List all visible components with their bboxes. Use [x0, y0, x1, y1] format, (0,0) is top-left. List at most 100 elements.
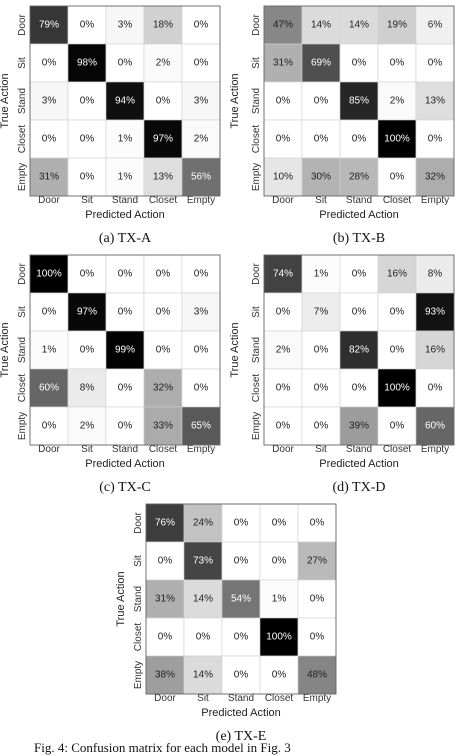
- x-tick-label: Sit: [81, 195, 93, 206]
- matrix-cell: [143, 119, 183, 159]
- matrix-frame: [145, 503, 337, 695]
- y-tick-label: Door: [251, 262, 262, 284]
- subfigure-caption: (c) TX-C: [99, 480, 150, 495]
- cell-value-label: 0%: [118, 421, 133, 432]
- cell-value-label: 0%: [234, 670, 249, 681]
- cell-value-label: 0%: [118, 269, 133, 280]
- figure-caption: Fig. 4: Confusion matrix for each model …: [34, 740, 291, 755]
- matrix-cell: [181, 292, 221, 332]
- cell-value-label: 2%: [80, 421, 95, 432]
- cell-value-label: 1%: [118, 172, 133, 183]
- matrix-cell: [263, 368, 303, 408]
- cell-value-label: 0%: [276, 134, 291, 145]
- cell-value-label: 1%: [314, 269, 329, 280]
- matrix-cell: [145, 655, 185, 695]
- cell-value-label: 10%: [273, 172, 293, 183]
- matrix-cell: [67, 81, 107, 121]
- x-tick-label: Stand: [228, 693, 254, 704]
- x-tick-label: Door: [154, 693, 176, 704]
- x-tick-label: Door: [38, 444, 60, 455]
- cell-value-label: 0%: [276, 96, 291, 107]
- matrix-cell: [67, 406, 107, 446]
- cell-value-label: 0%: [310, 594, 325, 605]
- y-tick-label: Closet: [133, 623, 144, 652]
- cell-value-label: 54%: [231, 594, 251, 605]
- cell-value-label: 0%: [234, 632, 249, 643]
- cell-value-label: 8%: [80, 383, 95, 394]
- cell-value-label: 0%: [42, 134, 57, 145]
- matrix-cell: [415, 330, 455, 370]
- cell-value-label: 0%: [118, 383, 133, 394]
- x-tick-label: Door: [272, 444, 294, 455]
- subfigure-caption: (b) TX-B: [333, 231, 385, 246]
- cell-value-label: 0%: [194, 345, 209, 356]
- cell-value-label: 97%: [153, 134, 173, 145]
- y-tick-label: Empty: [251, 412, 262, 440]
- cell-value-label: 97%: [77, 307, 97, 318]
- cell-value-label: 14%: [349, 20, 369, 31]
- matrix-cell: [339, 254, 379, 294]
- matrix-cell: [221, 655, 261, 695]
- matrix-cell: [29, 5, 69, 45]
- matrix-cell: [377, 5, 417, 45]
- matrix-cell: [181, 254, 221, 294]
- matrix-cell: [143, 368, 183, 408]
- x-tick-label: Empty: [303, 693, 331, 704]
- cell-value-label: 0%: [314, 96, 329, 107]
- matrix-cell: [221, 617, 261, 657]
- y-tick-label: Sit: [251, 306, 262, 318]
- cell-value-label: 0%: [234, 518, 249, 529]
- cell-value-label: 0%: [80, 20, 95, 31]
- matrix-cell: [297, 579, 337, 619]
- cell-value-label: 0%: [194, 269, 209, 280]
- matrix-cell: [67, 5, 107, 45]
- y-axis-title: True Action: [229, 73, 241, 128]
- x-tick-label: Empty: [187, 444, 215, 455]
- matrix-cell: [301, 43, 341, 83]
- y-tick-label: Closet: [251, 374, 262, 403]
- matrix-cell: [105, 43, 145, 83]
- y-axis-title: True Action: [229, 322, 241, 377]
- confusion-matrix-0: 79% 0% 3% 18% 0% 0% 98% 0% 2% 0% 3% 0% 94% 0% 3% 0% 0% 1%…: [0, 5, 221, 246]
- matrix-cell: [181, 157, 221, 197]
- matrix-cell: [183, 503, 223, 543]
- cell-value-label: 0%: [234, 556, 249, 567]
- matrix-frame: [263, 254, 455, 446]
- matrix-cell: [29, 292, 69, 332]
- matrix-cell: [29, 330, 69, 370]
- cell-value-label: 28%: [349, 172, 369, 183]
- matrix-cell: [29, 406, 69, 446]
- y-tick-label: Empty: [133, 661, 144, 689]
- x-tick-label: Closet: [149, 195, 178, 206]
- cell-value-label: 13%: [425, 96, 445, 107]
- cell-value-label: 1%: [42, 345, 57, 356]
- cell-value-label: 0%: [42, 421, 57, 432]
- matrix-cell: [183, 617, 223, 657]
- x-tick-label: Sit: [315, 444, 327, 455]
- cell-value-label: 0%: [276, 421, 291, 432]
- cell-value-label: 8%: [428, 269, 443, 280]
- matrix-cell: [377, 368, 417, 408]
- matrix-cell: [415, 157, 455, 197]
- y-tick-label: Closet: [17, 125, 28, 154]
- matrix-cell: [67, 292, 107, 332]
- cell-value-label: 0%: [158, 556, 173, 567]
- cell-value-label: 0%: [42, 307, 57, 318]
- matrix-cell: [143, 5, 183, 45]
- cell-value-label: 14%: [311, 20, 331, 31]
- x-axis-title: Predicted Action: [85, 209, 165, 221]
- y-tick-label: Door: [251, 13, 262, 35]
- x-tick-label: Door: [38, 195, 60, 206]
- y-tick-label: Sit: [17, 57, 28, 69]
- y-tick-label: Stand: [17, 337, 28, 363]
- cell-value-label: 0%: [156, 345, 171, 356]
- cell-value-label: 0%: [352, 307, 367, 318]
- x-axis-title: Predicted Action: [319, 209, 399, 221]
- matrix-cell: [221, 579, 261, 619]
- cell-value-label: 39%: [349, 421, 369, 432]
- matrix-cell: [301, 406, 341, 446]
- matrix-cell: [29, 157, 69, 197]
- confusion-matrix-2: 100% 0% 0% 0% 0% 0% 97% 0% 0% 3% 1% 0% 99% 0% 0% 60% 8% 0…: [0, 254, 221, 495]
- cell-value-label: 0%: [276, 383, 291, 394]
